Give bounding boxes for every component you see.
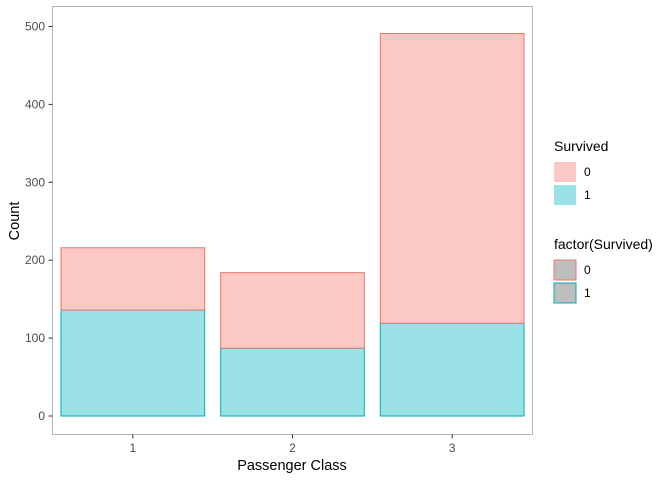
bars-layer <box>60 33 525 417</box>
legend-label: 1 <box>584 286 591 300</box>
legend-key-1 <box>554 185 576 205</box>
y-tick-label: 200 <box>25 253 45 267</box>
legend-label: 0 <box>584 165 591 179</box>
y-tick-label: 300 <box>25 175 45 189</box>
bar-class-2-survived-1 <box>220 347 365 417</box>
legend-title: factor(Survived) <box>554 236 653 252</box>
legend-title: Survived <box>554 138 608 154</box>
y-tick-label: 400 <box>25 97 45 111</box>
bar-class-2-survived-0 <box>220 272 365 349</box>
legend-label: 0 <box>584 263 591 277</box>
bar-class-3-survived-0 <box>379 33 525 324</box>
x-axis-title: Passenger Class <box>237 458 347 474</box>
bar-class-1-survived-0 <box>60 247 206 311</box>
bar-class-3-survived-1 <box>379 322 525 417</box>
legends: Survived 0 1 factor(Survived) 0 1 <box>553 138 653 304</box>
y-tick-label: 500 <box>25 20 45 34</box>
x-tick-label: 3 <box>449 441 456 455</box>
bar-class-1-survived-1 <box>60 309 206 417</box>
y-tick-label: 0 <box>38 409 45 423</box>
y-axis: 0 100 200 300 400 500 <box>25 20 53 423</box>
x-tick-label: 2 <box>289 441 296 455</box>
x-tick-label: 1 <box>129 441 136 455</box>
x-axis: 1 2 3 <box>129 434 456 455</box>
y-tick-label: 100 <box>25 331 45 345</box>
legend-key-0 <box>554 162 576 182</box>
legend-label: 1 <box>584 188 591 202</box>
legend-key-0 <box>553 259 577 281</box>
legend-key-1 <box>553 282 577 304</box>
y-axis-title: Count <box>7 202 23 241</box>
